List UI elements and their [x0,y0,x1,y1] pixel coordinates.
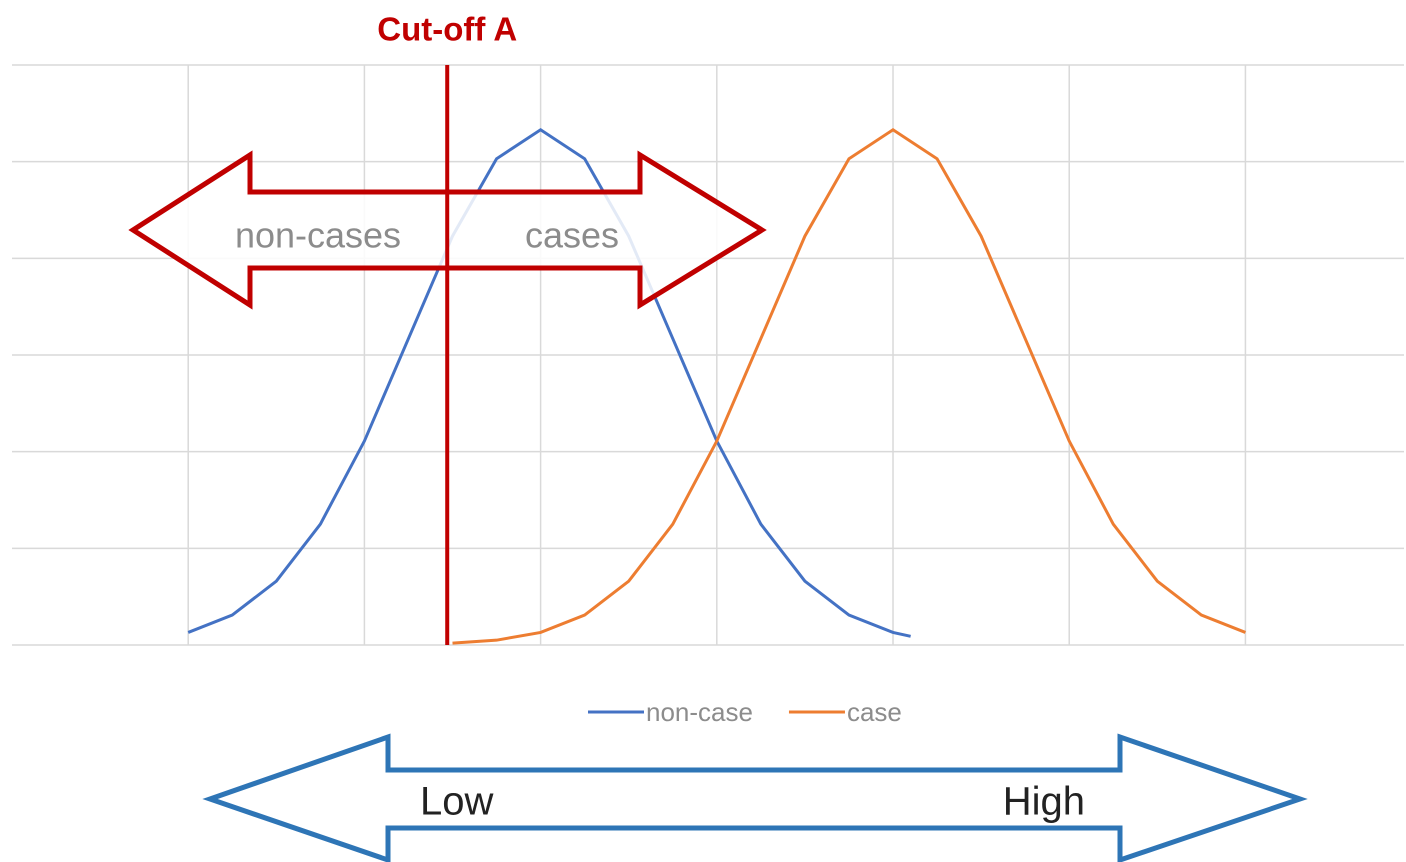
left-label: non-cases [235,215,401,256]
lines [187,127,1246,645]
low-label: Low [420,780,493,824]
cutoff-label: Cut-off A [377,11,517,48]
grid [12,64,1404,646]
scale-arrow [202,733,1308,862]
legend-label: case [847,697,902,727]
high-label: High [1003,780,1085,824]
right-label: cases [525,215,619,256]
series-line [187,127,911,638]
series-line [452,127,1246,645]
legend-label: non-case [646,697,753,727]
legend: non-case case [588,697,902,727]
